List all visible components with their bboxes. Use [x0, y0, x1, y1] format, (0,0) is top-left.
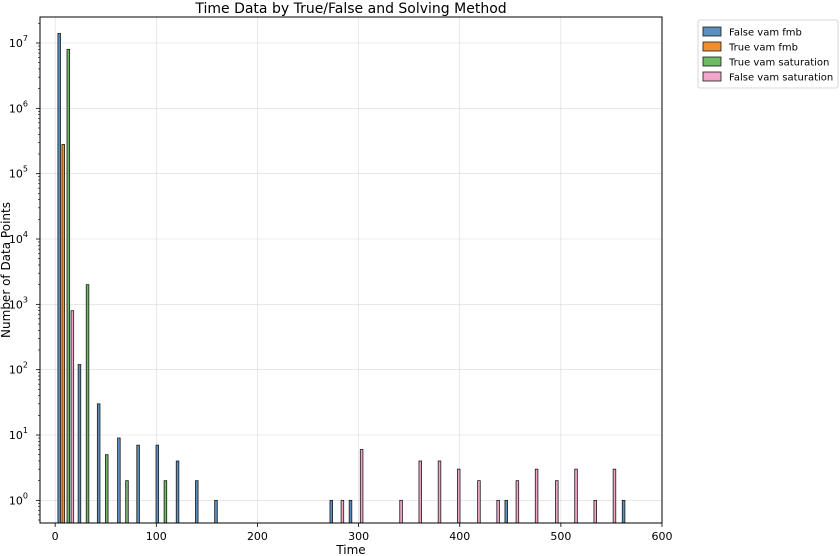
plot-frame: [39, 16, 663, 524]
x-tick-label: 200: [247, 530, 268, 543]
bar: [348, 499, 353, 524]
legend-swatch: [702, 41, 722, 52]
bar: [437, 460, 442, 524]
grid: [40, 17, 663, 523]
bar: [555, 480, 559, 524]
bar: [61, 144, 65, 524]
legend-box: [697, 19, 839, 89]
y-tick-label: 100: [9, 491, 28, 507]
legend-swatch: [702, 56, 722, 67]
bar: [515, 480, 520, 524]
bar: [105, 454, 109, 524]
bar: [163, 480, 168, 524]
y-axis-label: Number of Data Points: [0, 202, 13, 338]
legend-label: False vam saturation: [729, 73, 833, 84]
bar: [504, 499, 508, 524]
legend-swatch: [702, 71, 722, 82]
bar: [477, 480, 481, 524]
x-tick-label: 0: [52, 530, 59, 543]
x-tick-label: 600: [652, 530, 673, 543]
y-tick-label: 106: [9, 99, 28, 115]
bar: [77, 364, 82, 524]
bar: [155, 444, 160, 524]
bar: [66, 48, 71, 524]
bar: [496, 499, 500, 524]
x-tick-label: 300: [348, 530, 369, 543]
legend-label: True vam saturation: [728, 58, 829, 69]
bar: [621, 499, 626, 524]
bar: [136, 444, 140, 524]
bar: [399, 499, 403, 524]
x-axis-label: Time: [335, 543, 365, 556]
y-tick-label: 107: [9, 34, 28, 50]
bar: [96, 403, 101, 524]
bar: [340, 499, 345, 524]
x-tick-label: 400: [449, 530, 470, 543]
bar: [456, 468, 461, 524]
legend-swatch: [702, 26, 722, 37]
bar: [214, 499, 218, 524]
bar: [574, 468, 578, 524]
legend: False vam fmb True vam fmb True vam satura…: [697, 19, 839, 89]
chart-title: Time Data by True/False and Solving Meth…: [194, 1, 506, 17]
bar: [195, 480, 199, 524]
x-axis: 0 100 200 300 400 500 600: [52, 523, 673, 543]
y-tick-label: 101: [9, 426, 28, 442]
bar: [329, 499, 333, 524]
bars: [57, 33, 626, 524]
bar: [534, 468, 539, 524]
y-tick-label: 102: [9, 361, 28, 377]
bar: [612, 468, 617, 524]
bar: [125, 480, 129, 524]
x-tick-label: 100: [146, 530, 167, 543]
legend-label: True vam fmb: [728, 43, 798, 54]
bar: [117, 437, 121, 524]
legend-label: False vam fmb: [729, 28, 802, 39]
x-tick-label: 500: [550, 530, 571, 543]
bar: [418, 460, 422, 524]
bar: [593, 499, 597, 524]
bar: [70, 310, 75, 524]
bar: [85, 284, 90, 524]
bar: [359, 449, 364, 524]
bar: [175, 460, 180, 524]
y-tick-label: 105: [9, 165, 28, 181]
bar: [57, 33, 61, 524]
